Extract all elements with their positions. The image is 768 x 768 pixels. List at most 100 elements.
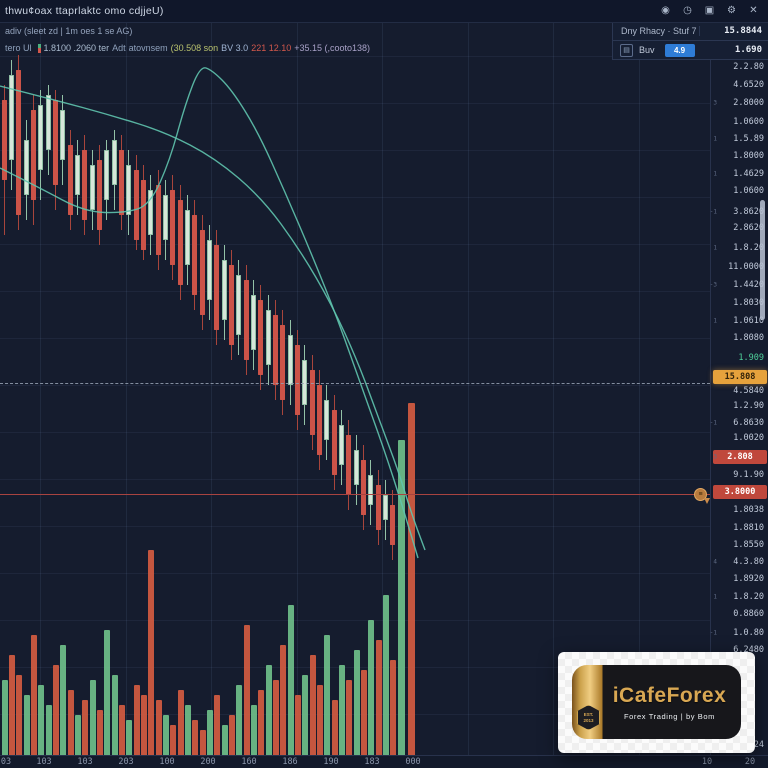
candle	[148, 190, 153, 235]
window-title: thwu¢oax ttaprlaktc omo cdjjeU)	[5, 5, 164, 17]
volume-bar	[75, 715, 81, 755]
candle	[295, 345, 300, 415]
order-ticket-icon[interactable]: ▤	[620, 43, 633, 57]
chart-canvas[interactable]: ≡	[0, 22, 710, 755]
legend-part: tero Ul	[5, 43, 32, 53]
price-tick: 4	[713, 558, 717, 566]
grid-line	[0, 291, 710, 292]
price-label: 2.8620	[733, 223, 764, 233]
candle	[214, 245, 219, 330]
price-label: 1.8038	[733, 505, 764, 515]
order-panel-row-summary: Dny Rhacy · Stuf 7 15.8844	[612, 22, 768, 41]
candle	[258, 300, 263, 375]
volume-bar	[112, 675, 118, 755]
candle	[82, 150, 87, 220]
price-tick: 3	[713, 99, 717, 107]
price-label: 4.3.80	[733, 557, 764, 567]
clock-icon[interactable]: ◷	[683, 5, 692, 16]
volume-bar	[324, 635, 330, 755]
candle	[229, 265, 234, 345]
settings-icon[interactable]: ⚙	[727, 5, 736, 16]
camera-icon[interactable]: ◉	[661, 5, 670, 16]
dashed-price-line[interactable]	[0, 383, 710, 384]
candle	[368, 475, 373, 505]
volume-bar	[163, 715, 169, 755]
price-label: 1.0600	[733, 186, 764, 196]
brand-tagline: Forex Trading | by Bom	[623, 711, 715, 721]
stop-order-price-label[interactable]: 3.8000	[713, 485, 767, 499]
volume-bar	[258, 690, 264, 755]
order-summary-value: 15.8844	[699, 26, 768, 36]
candle	[280, 325, 285, 400]
volume-bar	[24, 695, 30, 755]
volume-bar	[156, 700, 162, 755]
stop-order-price-label[interactable]: 2.808	[713, 450, 767, 464]
candle	[200, 230, 205, 315]
candle	[383, 495, 388, 520]
scrollbar-thumb[interactable]	[760, 200, 765, 320]
active-order-price-label[interactable]: 15.808	[713, 370, 767, 384]
volume-bar	[185, 705, 191, 755]
volume-bar	[104, 630, 110, 755]
price-label: 4.5840	[733, 386, 764, 396]
volume-bar	[310, 655, 316, 755]
grid-line	[468, 22, 469, 755]
volume-bar	[244, 625, 250, 755]
candle	[163, 195, 168, 240]
volume-bar	[317, 685, 323, 755]
stop-price-line[interactable]	[0, 494, 710, 495]
price-tick: 3	[713, 453, 717, 461]
close-icon[interactable]: ✕	[749, 5, 758, 16]
volume-bar	[38, 685, 44, 755]
grid-line	[0, 526, 710, 527]
quantity-button[interactable]: 4.9	[664, 43, 695, 57]
time-label: 20	[744, 757, 756, 767]
volume-bar	[9, 655, 15, 755]
volume-bar	[302, 675, 308, 755]
panel-icon[interactable]: ▣	[704, 5, 715, 16]
time-axis[interactable]: 03 103 103 203 100 200 160 186 190 183 000 10 20	[0, 755, 768, 768]
candle	[207, 240, 212, 300]
price-label: 6.2480	[733, 645, 764, 655]
volume-bar	[60, 645, 66, 755]
watermark-logo: iCafeForex Forex Trading | by Bom EST. 2…	[572, 665, 741, 739]
price-label: 1.8.20	[733, 592, 764, 602]
candle	[38, 105, 43, 170]
candle	[192, 215, 197, 295]
candle	[31, 110, 36, 200]
price-label: 11.0000	[728, 262, 764, 272]
volume-bar	[2, 680, 8, 755]
price-label: 0.8860	[733, 609, 764, 619]
grid-line	[0, 56, 710, 57]
buy-button[interactable]: Buv	[639, 45, 655, 55]
chart-legend-line2: tero Ul 1.8100 .2060 ter Adt atovnsem (30.50…	[5, 43, 373, 54]
time-label: 100	[159, 757, 175, 767]
volume-bar	[46, 705, 52, 755]
legend-part: (30.508 son	[170, 43, 219, 53]
candle	[126, 165, 131, 215]
time-label: 103	[36, 757, 52, 767]
price-label: 1.8000	[733, 151, 764, 161]
volume-bar	[222, 725, 228, 755]
price-tick: -1	[709, 419, 717, 427]
candle	[75, 155, 80, 195]
volume-bar	[368, 620, 374, 755]
candle	[60, 110, 65, 160]
volume-bar	[376, 640, 382, 755]
price-axis[interactable]: 2.2.80 4.6520 2.8000 1.0600 1.5.89 1.8000 1.46…	[710, 22, 768, 755]
title-bar: thwu¢oax ttaprlaktc omo cdjjeU) ◉ ◷ ▣ ⚙ ✕	[0, 0, 768, 23]
grid-line	[0, 432, 710, 433]
alert-icon[interactable]: ≡	[694, 488, 707, 501]
legend-part: 221 12.10	[251, 43, 292, 53]
time-label: 190	[323, 757, 339, 767]
grid-line	[0, 385, 710, 386]
price-label: 3.8620	[733, 207, 764, 217]
time-label: 160	[241, 757, 257, 767]
time-label: 183	[364, 757, 380, 767]
price-label: 2.8000	[733, 98, 764, 108]
chart-legend-line1: adiv (sleet zd | 1m oes 1 se AG)	[5, 26, 133, 36]
price-label: 1.8550	[733, 540, 764, 550]
order-summary-label: Dny Rhacy · Stuf 7	[621, 26, 697, 36]
est-badge-line1: EST.	[583, 712, 594, 718]
